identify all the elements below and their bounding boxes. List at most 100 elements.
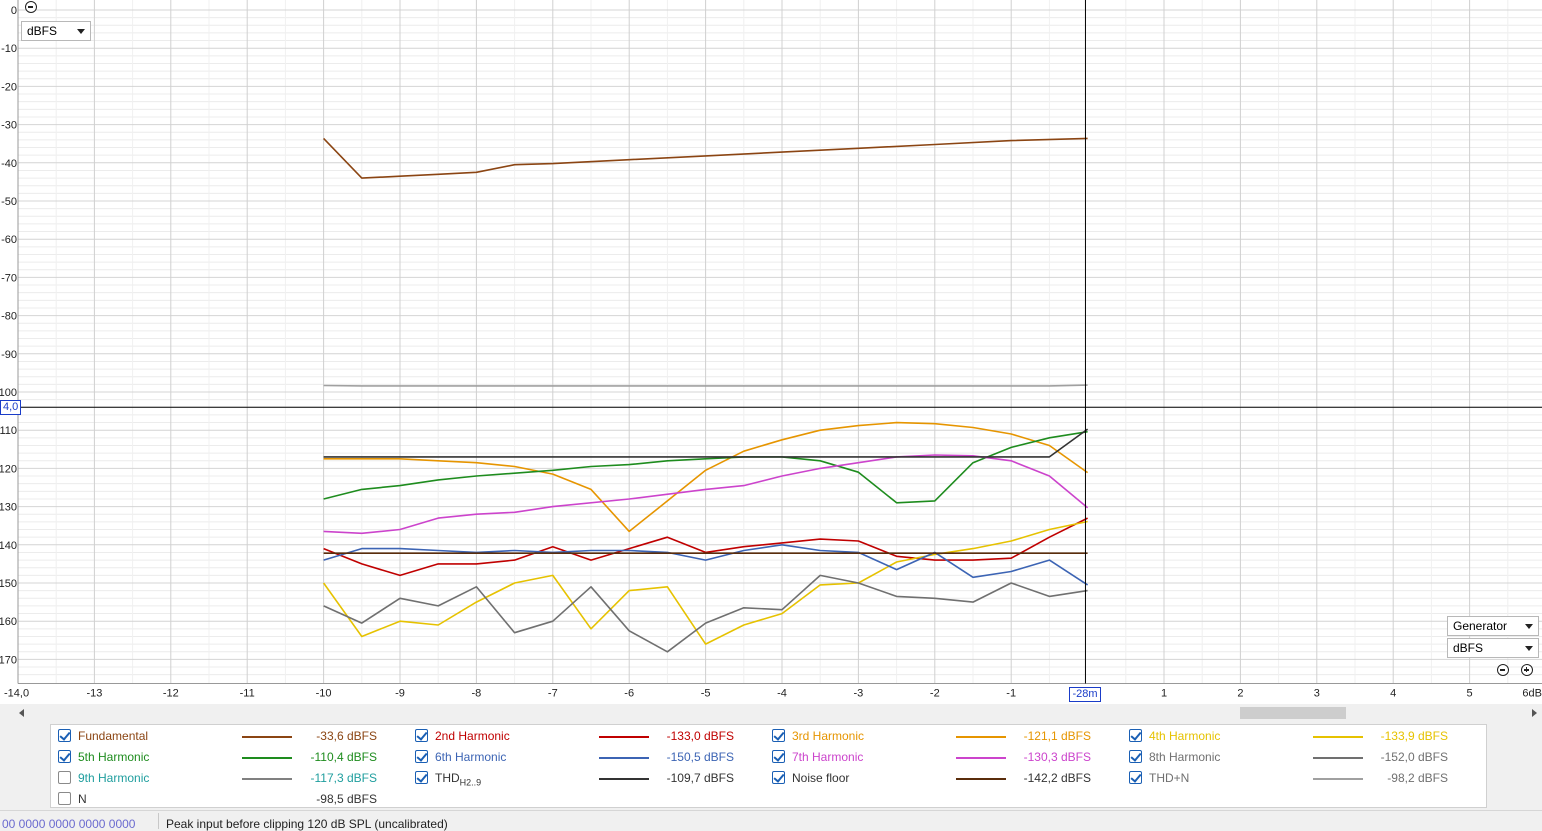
legend-line-swatch [956,757,1006,759]
legend-item-noise-floor[interactable]: Noise floor -142,2 dBFS [765,768,1122,789]
chevron-down-icon [1525,646,1533,651]
x-tick-label: -4 [777,688,787,700]
horizontal-scrollbar[interactable] [0,704,1542,722]
legend-line-swatch [242,778,292,780]
legend-item-8th-harmonic[interactable]: 8th Harmonic -152,0 dBFS [1122,747,1479,768]
legend-value: -152,0 dBFS [1380,750,1448,764]
legend-checkbox-7th-harmonic[interactable] [772,750,785,763]
legend-checkbox-thd-n[interactable] [1129,771,1142,784]
zoom-in-button[interactable] [1521,664,1533,676]
y-tick-label: -90 [1,349,17,361]
legend-value: -98,2 dBFS [1387,771,1448,785]
legend-line-swatch [1313,757,1363,759]
x-tick-label: -10 [316,688,332,700]
legend-checkbox-4th-harmonic[interactable] [1129,729,1142,742]
legend-item-9th-harmonic[interactable]: 9th Harmonic -117,3 dBFS [51,768,408,789]
legend-label: THDH2..9 [435,771,482,788]
y-tick-label: -160 [0,616,17,628]
legend-line-swatch [1313,778,1363,780]
generator-dropdown[interactable]: Generator [1447,616,1539,636]
x-tick-label: -5 [701,688,711,700]
legend-line-swatch [242,736,292,738]
chart-area[interactable]: 0 -10 -20 -30 -40 -50 -60 -70 -80 -90 -100 -110 -120… [0,0,1542,720]
legend-item-thd[interactable]: THDH2..9 -109,7 dBFS [408,768,765,789]
x-tick-label: -2 [930,688,940,700]
generator-dropdown-value: Generator [1453,619,1508,633]
legend-checkbox-8th-harmonic[interactable] [1129,750,1142,763]
x-tick-label: 3 [1314,688,1320,700]
legend-value: -110,4 dBFS [310,750,377,764]
legend-value: -109,7 dBFS [666,771,734,785]
x-tick-label: -3 [854,688,864,700]
zoom-out-button[interactable] [1497,664,1509,676]
x-tick-label: -1 [1006,688,1016,700]
x-tick-label: 2 [1237,688,1243,700]
x-tick-label: 1 [1161,688,1167,700]
series-line-8th-harmonic [323,574,1088,653]
legend-value: -117,3 dBFS [310,771,377,785]
scroll-left-icon[interactable] [19,709,24,717]
cursor-y-label: 4,0 [0,400,22,416]
legend-checkbox-noise-floor[interactable] [772,771,785,784]
y-tick-label: -110 [0,425,17,437]
distortion-chart[interactable]: 0 -10 -20 -30 -40 -50 -60 -70 -80 -90 -100 -110 -120… [0,0,1542,704]
legend-item-5th-harmonic[interactable]: 5th Harmonic -110,4 dBFS [51,747,408,768]
legend-value: -130,3 dBFS [1023,750,1091,764]
y-tick-label: -10 [1,43,17,55]
legend-panel: Fundamental -33,6 dBFS 2nd Harmonic -133,0 … [50,724,1487,808]
legend-item-6th-harmonic[interactable]: 6th Harmonic -150,5 dBFS [408,747,765,768]
legend-checkbox-3rd-harmonic[interactable] [772,729,785,742]
legend-checkbox-2nd-harmonic[interactable] [415,729,428,742]
legend-checkbox-thd[interactable] [415,771,428,784]
scrollbar-thumb[interactable] [1240,707,1346,719]
series-line-4th-harmonic [322,520,1088,645]
legend-checkbox-n[interactable] [58,792,71,805]
legend-checkbox-9th-harmonic[interactable] [58,771,71,784]
legend-label: 6th Harmonic [435,750,507,764]
legend-label: Fundamental [78,729,149,743]
series-line-fundamental [323,137,1088,179]
y-tick-label: -120 [0,463,17,475]
x-tick-label: 4 [1390,688,1396,700]
cursor-x-value: -28m [1072,688,1098,700]
legend-value: -33,6 dBFS [316,729,377,743]
legend-item-n[interactable]: N -98,5 dBFS [51,789,408,810]
legend-label: Noise floor [792,771,850,785]
legend-item-4th-harmonic[interactable]: 4th Harmonic -133,9 dBFS [1122,726,1479,747]
legend-item-thd-n[interactable]: THD+N -98,2 dBFS [1122,768,1479,789]
legend-item-fundamental[interactable]: Fundamental -33,6 dBFS [51,726,408,747]
y-tick-label: -130 [0,502,17,514]
y-tick-label: -60 [1,234,17,246]
unit-dropdown-value: dBFS [27,24,58,38]
series-line-6th-harmonic [323,543,1089,586]
legend-value: -142,2 dBFS [1023,771,1091,785]
status-bar: 00 0000 0000 0000 0000 Peak input before… [0,810,1542,831]
y-tick-label: -100 [0,387,17,399]
legend-line-swatch [956,736,1006,738]
legend-checkbox-fundamental[interactable] [58,729,71,742]
x-tick-label: -9 [395,688,405,700]
legend-line-swatch [956,778,1006,780]
generator-unit-dropdown[interactable]: dBFS [1447,638,1539,658]
legend-item-2nd-harmonic[interactable]: 2nd Harmonic -133,0 dBFS [408,726,765,747]
legend-item-7th-harmonic[interactable]: 7th Harmonic -130,3 dBFS [765,747,1122,768]
y-tick-label: -20 [1,81,17,93]
zoom-out-icon[interactable] [25,1,37,13]
cursor-x-label: -28m [1069,687,1101,702]
legend-checkbox-6th-harmonic[interactable] [415,750,428,763]
unit-dropdown[interactable]: dBFS [21,21,91,41]
x-tick-label: -11 [240,688,255,700]
legend-value: -121,1 dBFS [1023,729,1091,743]
y-tick-label: -40 [1,158,17,170]
legend-line-swatch [242,757,292,759]
series-line-thd-h2-9 [323,428,1089,458]
x-tick-label: -14,0 [4,688,29,700]
cursor-y-value: 4,0 [3,401,19,414]
scroll-right-icon[interactable] [1532,709,1537,717]
legend-label: 9th Harmonic [78,771,150,785]
legend-label: 3rd Harmonic [792,729,865,743]
legend-label: 5th Harmonic [78,750,150,764]
legend-item-3rd-harmonic[interactable]: 3rd Harmonic -121,1 dBFS [765,726,1122,747]
y-tick-label: -140 [0,540,17,552]
legend-checkbox-5th-harmonic[interactable] [58,750,71,763]
